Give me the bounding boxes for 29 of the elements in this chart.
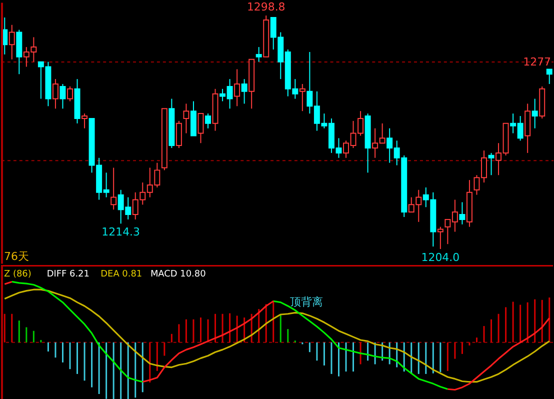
candlestick [234,68,240,107]
candlestick [67,86,73,102]
annotation: 1214.3 [102,226,140,239]
candlestick [205,113,211,129]
candlestick [546,68,552,84]
candlestick [437,226,444,250]
candlestick [488,152,494,176]
candlestick [52,78,58,110]
candlestick [60,83,66,110]
candlestick [183,103,190,134]
annotation: 1298.8 [246,0,286,14]
candlestick [299,83,306,112]
annotation: 76天 [4,250,29,263]
candlestick [532,98,538,129]
candlestick [198,113,204,144]
annotation: 1277 [523,55,552,68]
candlestick [459,202,466,225]
annotation: 1204.0 [421,250,460,264]
candlestick [82,113,88,129]
text: Z (86) [4,270,32,280]
candlestick [110,167,117,210]
text: MACD 10.80 [150,270,206,280]
annotation: 顶背离 [290,296,323,309]
text: DEA 0.81 [100,270,142,280]
candlestick [8,24,15,60]
candlestick [241,78,248,104]
candlestick [256,46,262,62]
text: DIFF 6.21 [46,270,90,280]
candlestick [176,120,182,149]
